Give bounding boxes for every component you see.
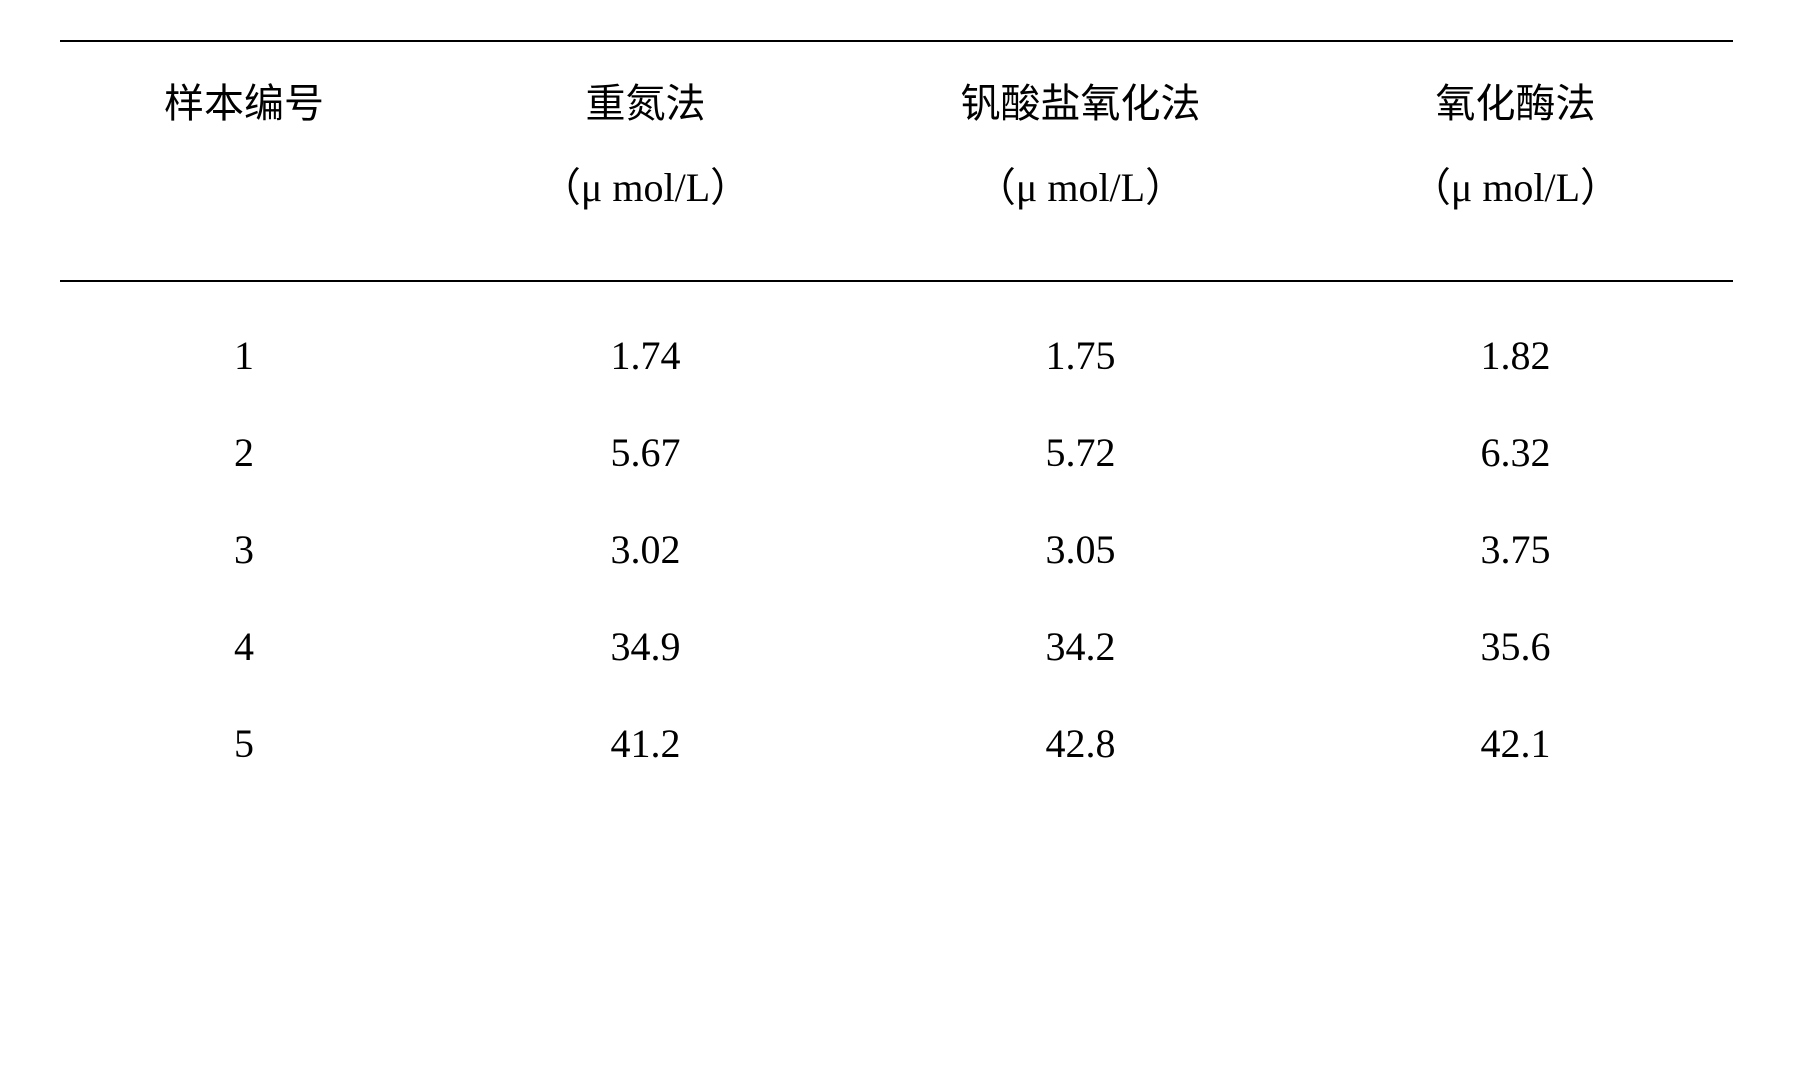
table-row: 1 1.74 1.75 1.82 (60, 281, 1733, 404)
cell-sample-id: 2 (60, 404, 428, 501)
column-header-oxidase: 氧化酶法 （μ mol/L） (1298, 41, 1733, 281)
cell-diazo: 1.74 (428, 281, 863, 404)
column-header-sample: 样本编号 (60, 41, 428, 281)
cell-diazo: 34.9 (428, 598, 863, 695)
cell-oxidase: 35.6 (1298, 598, 1733, 695)
cell-diazo: 41.2 (428, 695, 863, 792)
column-header-label: 重氮法 (438, 72, 853, 136)
column-header-unit: （μ mol/L） (438, 156, 853, 220)
cell-sample-id: 1 (60, 281, 428, 404)
data-table: 样本编号 重氮法 （μ mol/L） 钒酸盐氧化法 （μ mol/L） 氧化酶法… (60, 40, 1733, 792)
cell-diazo: 3.02 (428, 501, 863, 598)
table-header-row: 样本编号 重氮法 （μ mol/L） 钒酸盐氧化法 （μ mol/L） 氧化酶法… (60, 41, 1733, 281)
cell-vanadate: 34.2 (863, 598, 1298, 695)
column-header-label: 氧化酶法 (1308, 72, 1723, 136)
column-header-label: 样本编号 (70, 72, 418, 136)
column-header-vanadate: 钒酸盐氧化法 （μ mol/L） (863, 41, 1298, 281)
cell-sample-id: 4 (60, 598, 428, 695)
column-header-diazo: 重氮法 （μ mol/L） (428, 41, 863, 281)
column-header-unit: （μ mol/L） (873, 156, 1288, 220)
cell-diazo: 5.67 (428, 404, 863, 501)
cell-vanadate: 5.72 (863, 404, 1298, 501)
column-header-unit: （μ mol/L） (1308, 156, 1723, 220)
cell-vanadate: 3.05 (863, 501, 1298, 598)
table-row: 3 3.02 3.05 3.75 (60, 501, 1733, 598)
table-row: 4 34.9 34.2 35.6 (60, 598, 1733, 695)
cell-sample-id: 5 (60, 695, 428, 792)
cell-oxidase: 1.82 (1298, 281, 1733, 404)
column-header-label: 钒酸盐氧化法 (873, 72, 1288, 136)
cell-sample-id: 3 (60, 501, 428, 598)
table-body: 1 1.74 1.75 1.82 2 5.67 5.72 6.32 3 3.02… (60, 281, 1733, 792)
table-row: 5 41.2 42.8 42.1 (60, 695, 1733, 792)
cell-oxidase: 42.1 (1298, 695, 1733, 792)
cell-oxidase: 6.32 (1298, 404, 1733, 501)
data-table-container: 样本编号 重氮法 （μ mol/L） 钒酸盐氧化法 （μ mol/L） 氧化酶法… (60, 40, 1733, 792)
cell-vanadate: 1.75 (863, 281, 1298, 404)
cell-vanadate: 42.8 (863, 695, 1298, 792)
cell-oxidase: 3.75 (1298, 501, 1733, 598)
table-row: 2 5.67 5.72 6.32 (60, 404, 1733, 501)
